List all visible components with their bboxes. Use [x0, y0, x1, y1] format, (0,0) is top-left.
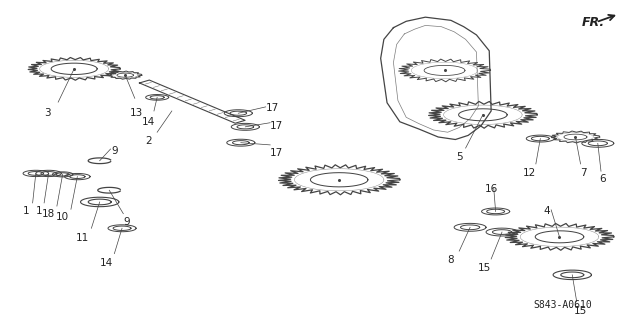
Text: 8: 8 — [447, 255, 454, 265]
Text: 9: 9 — [124, 217, 131, 227]
Text: 4: 4 — [543, 206, 550, 216]
Text: 12: 12 — [523, 168, 536, 178]
Text: 1: 1 — [36, 206, 42, 216]
Text: 17: 17 — [270, 121, 283, 131]
Text: S843-A0610: S843-A0610 — [533, 300, 592, 310]
Text: 18: 18 — [42, 209, 54, 219]
Text: 13: 13 — [129, 108, 143, 118]
Text: 7: 7 — [580, 168, 586, 178]
Text: 16: 16 — [484, 184, 498, 194]
Text: 14: 14 — [142, 117, 156, 127]
Text: 1: 1 — [23, 206, 29, 216]
Text: 2: 2 — [145, 136, 152, 146]
Text: 3: 3 — [44, 108, 51, 118]
Text: 15: 15 — [574, 306, 587, 315]
Text: FR.: FR. — [582, 16, 605, 29]
Text: 11: 11 — [76, 233, 89, 243]
Text: 15: 15 — [478, 263, 492, 273]
Text: 14: 14 — [99, 258, 113, 268]
Text: 17: 17 — [266, 103, 279, 113]
Text: 10: 10 — [56, 212, 68, 222]
Text: 17: 17 — [270, 148, 283, 158]
Text: 9: 9 — [111, 146, 118, 156]
Text: 5: 5 — [456, 152, 463, 162]
Text: 6: 6 — [599, 174, 605, 184]
